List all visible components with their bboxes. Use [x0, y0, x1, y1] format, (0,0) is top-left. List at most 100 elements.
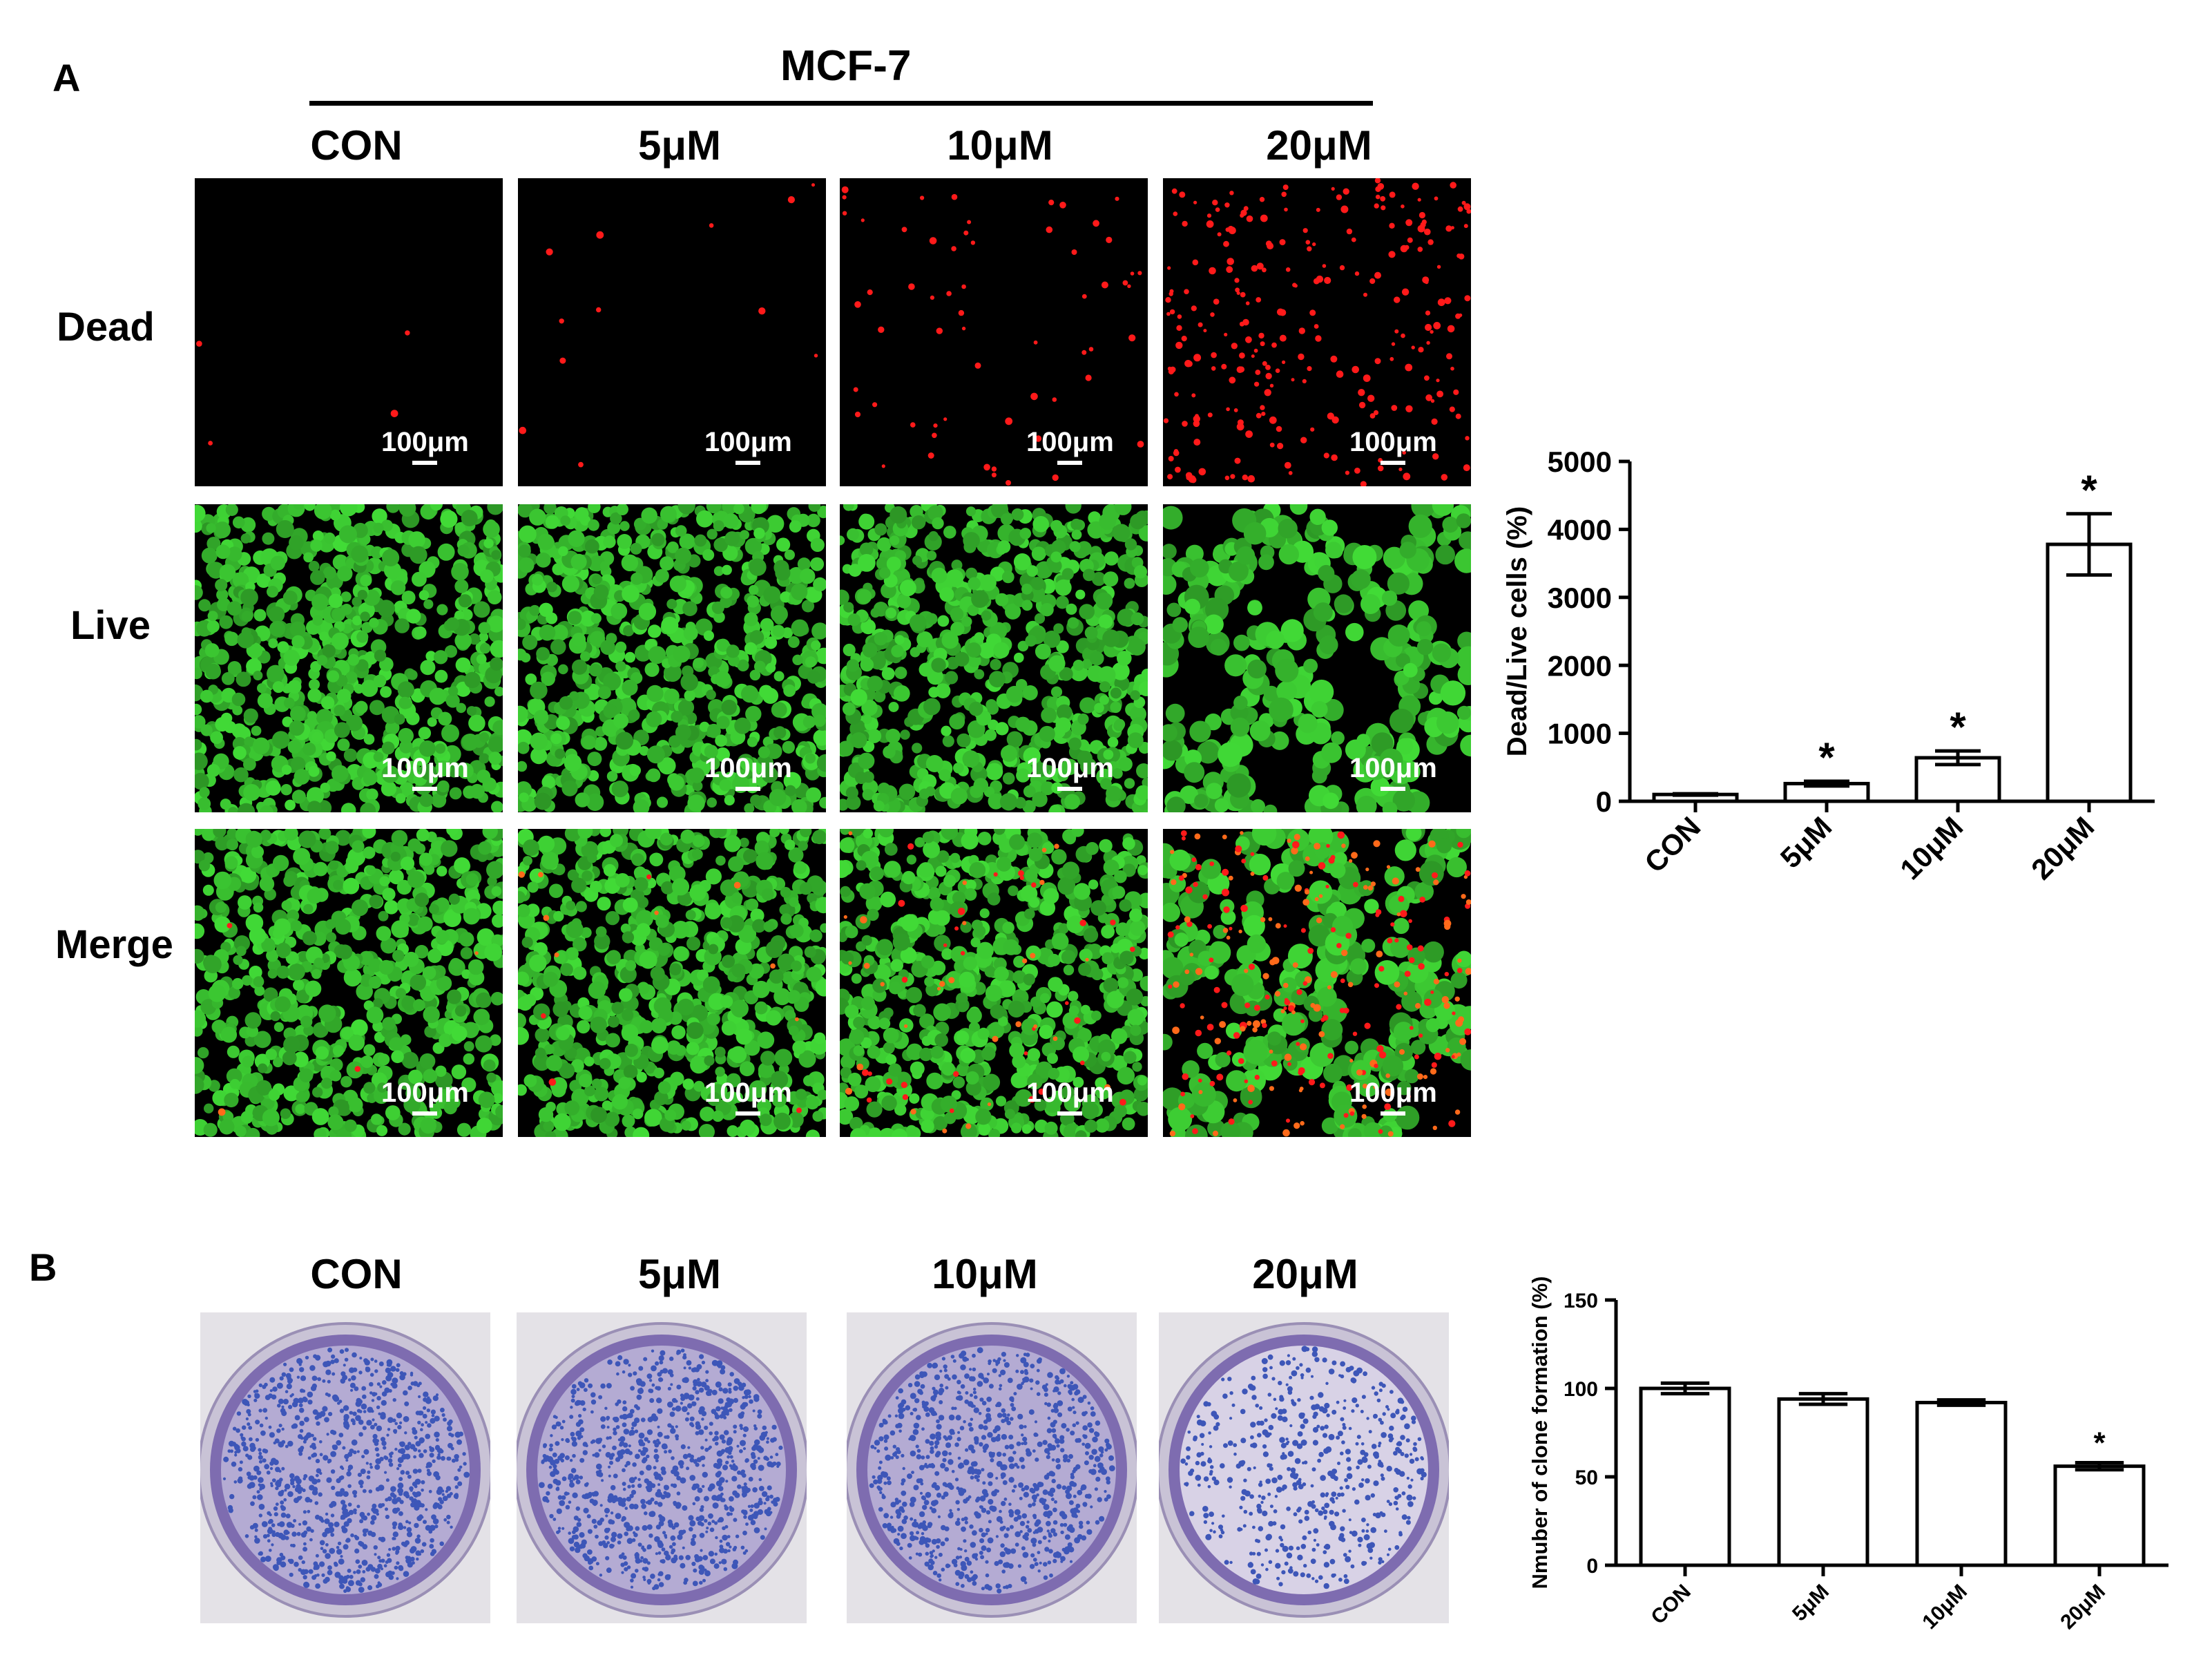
scale-bar-line — [412, 461, 438, 465]
micrograph-live-20um: 100μm — [1163, 504, 1471, 812]
micrograph-image — [1163, 829, 1471, 1137]
micrograph-image — [518, 504, 826, 812]
column-header-20um: 20μM — [1266, 122, 1372, 169]
y-tick-label: 2000 — [1548, 649, 1612, 682]
scale-bar: 100μm — [1349, 427, 1437, 465]
y-tick-label: 0 — [1586, 1555, 1598, 1578]
plate-image — [847, 1322, 1137, 1618]
row-label-live: Live — [70, 603, 151, 648]
scale-bar: 100μm — [381, 427, 469, 465]
scale-bar: 100μm — [1349, 1078, 1437, 1116]
x-tick-label: CON — [1646, 1580, 1695, 1629]
column-header-con: CON — [310, 122, 403, 169]
y-tick-label: 0 — [1596, 785, 1612, 818]
y-tick-label: 100 — [1564, 1378, 1598, 1401]
micrograph-image — [518, 178, 826, 486]
scale-bar-label: 100μm — [1349, 753, 1437, 783]
colony-plate-10um — [847, 1312, 1137, 1623]
y-tick-label: 3000 — [1548, 582, 1612, 614]
chart-dead-live-ratio: 0 1000 2000 3000 4000 5000 Dead/Live cells (%)… — [1492, 414, 2182, 981]
x-tick-label: 5μM — [1788, 1580, 1834, 1626]
error-bar — [2075, 1461, 2124, 1472]
micrograph-image — [195, 829, 503, 1137]
error-bar — [1935, 749, 1981, 767]
column-header-10um: 10μM — [947, 122, 1053, 169]
bar-20μM — [2053, 1464, 2146, 1567]
chart-b-svg: 0 50 100 150 Nmuber of clone formation (%) CO… — [1528, 1277, 2168, 1634]
significance-marker: * — [2093, 1426, 2106, 1460]
colony-plate-con — [200, 1312, 490, 1623]
significance-marker: * — [1950, 704, 1966, 750]
scale-bar: 100μm — [704, 1078, 792, 1116]
y-tick-label: 50 — [1575, 1466, 1598, 1489]
scale-bar-line — [412, 787, 438, 791]
scale-bar-label: 100μm — [381, 1078, 469, 1108]
micrograph-dead-20um: 100μm — [1163, 178, 1471, 486]
micrograph-live-con: 100μm — [195, 504, 503, 812]
bar-10μM — [1915, 1400, 2008, 1567]
plate-header-5um: 5μM — [637, 1251, 722, 1297]
scale-bar-line — [1057, 1111, 1083, 1116]
scale-bar: 100μm — [381, 753, 469, 791]
scale-bar-line — [1381, 1111, 1406, 1116]
micrograph-merge-con: 100μm — [195, 829, 503, 1137]
row-label-merge: Merge — [55, 922, 173, 967]
error-bar — [1673, 792, 1718, 797]
x-tick-label: 10μM — [1894, 810, 1969, 886]
plate-image — [200, 1322, 490, 1618]
error-bar — [1936, 1398, 1986, 1407]
scale-bar-line — [1381, 787, 1406, 791]
scale-bar: 100μm — [1026, 753, 1114, 791]
significance-marker: * — [2081, 467, 2097, 513]
micrograph-merge-5um: 100μm — [518, 829, 826, 1137]
micrograph-image — [840, 178, 1148, 486]
scale-bar-line — [1381, 461, 1406, 465]
micrograph-live-10um: 100μm — [840, 504, 1148, 812]
scale-bar: 100μm — [1026, 1078, 1114, 1116]
scale-bar-line — [1057, 787, 1083, 791]
scale-bar: 100μm — [1026, 427, 1114, 465]
scale-bar: 100μm — [704, 427, 792, 465]
scale-bar-label: 100μm — [381, 427, 469, 457]
scale-bar-label: 100μm — [1026, 753, 1114, 783]
plate-image — [517, 1322, 807, 1618]
y-tick-label: 5000 — [1548, 446, 1612, 478]
micrograph-live-5um: 100μm — [518, 504, 826, 812]
error-bar — [2066, 512, 2112, 577]
micrograph-image — [195, 178, 503, 486]
x-tick-label: 20μM — [2056, 1580, 2110, 1634]
column-header-5um: 5μM — [637, 122, 722, 169]
scale-bar-label: 100μm — [381, 753, 469, 783]
plate-header-20um: 20μM — [1252, 1251, 1358, 1297]
colony-plate-5um — [517, 1312, 807, 1623]
micrograph-image — [840, 829, 1148, 1137]
scale-bar-label: 100μm — [704, 1078, 792, 1108]
header-rule — [309, 101, 1373, 106]
error-bar — [1804, 779, 1849, 788]
scale-bar-line — [735, 461, 761, 465]
scale-bar-label: 100μm — [1026, 427, 1114, 457]
y-tick-label: 1000 — [1548, 718, 1612, 750]
x-tick-label: 20μM — [2025, 810, 2100, 886]
micrograph-image — [1163, 178, 1471, 486]
colony-plate-20um — [1159, 1312, 1449, 1623]
error-bar — [1798, 1392, 1848, 1406]
x-tick-label: 5μM — [1774, 810, 1838, 874]
micrograph-image — [518, 829, 826, 1137]
scale-bar-label: 100μm — [704, 753, 792, 783]
row-label-dead: Dead — [57, 305, 155, 350]
scale-bar-line — [735, 787, 761, 791]
scale-bar: 100μm — [381, 1078, 469, 1116]
scale-bar: 100μm — [1349, 753, 1437, 791]
y-tick-label: 150 — [1564, 1290, 1598, 1312]
y-tick-label: 4000 — [1548, 514, 1612, 546]
chart-clone-formation: 0 50 100 150 Nmuber of clone formation (%) CO… — [1519, 1223, 2210, 1651]
y-axis-label: Dead/Live cells (%) — [1502, 506, 1532, 756]
micrograph-image — [1163, 504, 1471, 812]
plate-header-con: CON — [310, 1251, 403, 1297]
plate-header-10um: 10μM — [932, 1251, 1038, 1297]
micrograph-dead-con: 100μm — [195, 178, 503, 486]
scale-bar-line — [735, 1111, 761, 1116]
x-tick-label: 10μM — [1918, 1580, 1972, 1634]
y-axis-label: Nmuber of clone formation (%) — [1528, 1277, 1552, 1589]
